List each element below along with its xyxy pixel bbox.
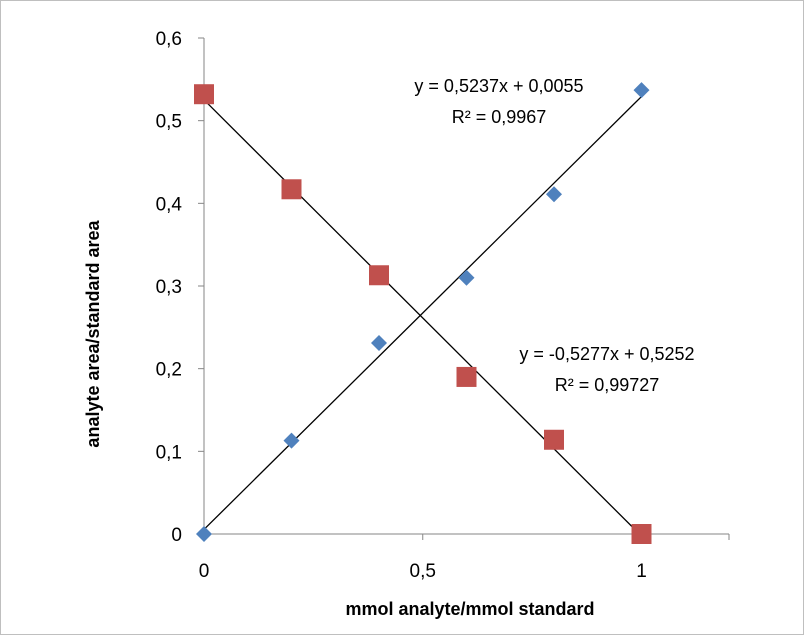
data-points	[194, 82, 652, 544]
y-tick-label: 0,4	[156, 194, 183, 215]
series-2-point	[194, 84, 214, 105]
series-1-trendline	[203, 96, 642, 530]
series-1-point	[458, 269, 475, 286]
y-tick-label: 0	[171, 525, 182, 546]
series-1-point	[546, 186, 562, 203]
series-2-trendline	[203, 99, 642, 537]
y-tick-label: 0,1	[156, 442, 182, 463]
series-1-point	[283, 432, 300, 449]
series-2-point	[281, 179, 302, 200]
labels: mmol analyte/mmol standard analyte area/…	[83, 76, 695, 619]
series-2-trendline-r2: R² = 0,99727	[555, 375, 660, 395]
series-2-point	[631, 524, 652, 544]
x-tick-label: 0,5	[410, 561, 436, 582]
series-1-point	[371, 335, 387, 352]
series-2-point	[456, 366, 477, 387]
series-2-point	[369, 265, 389, 286]
series-2-point	[544, 429, 564, 450]
x-axis-title: mmol analyte/mmol standard	[345, 599, 594, 619]
y-tick-label: 0,6	[156, 29, 182, 50]
y-tick-label: 0,5	[156, 112, 182, 133]
y-tick-label: 0,2	[156, 360, 182, 381]
x-tick-label: 0	[199, 561, 210, 582]
series-1-point	[196, 526, 212, 542]
y-axis-title: analyte area/standard area	[83, 219, 103, 447]
series-1-trendline-equation: y = 0,5237x + 0,0055	[414, 76, 583, 96]
trendlines	[203, 96, 642, 537]
series-1-trendline-r2: R² = 0,9967	[452, 107, 547, 127]
y-tick-label: 0,3	[156, 277, 182, 298]
series-1-point	[633, 82, 650, 99]
x-tick-label: 1	[636, 561, 647, 582]
series-2-trendline-equation: y = -0,5277x + 0,5252	[519, 344, 694, 364]
axes: 0 0,1 0,2 0,3 0,4 0,5 0,6 0 0,5 1	[156, 29, 730, 582]
